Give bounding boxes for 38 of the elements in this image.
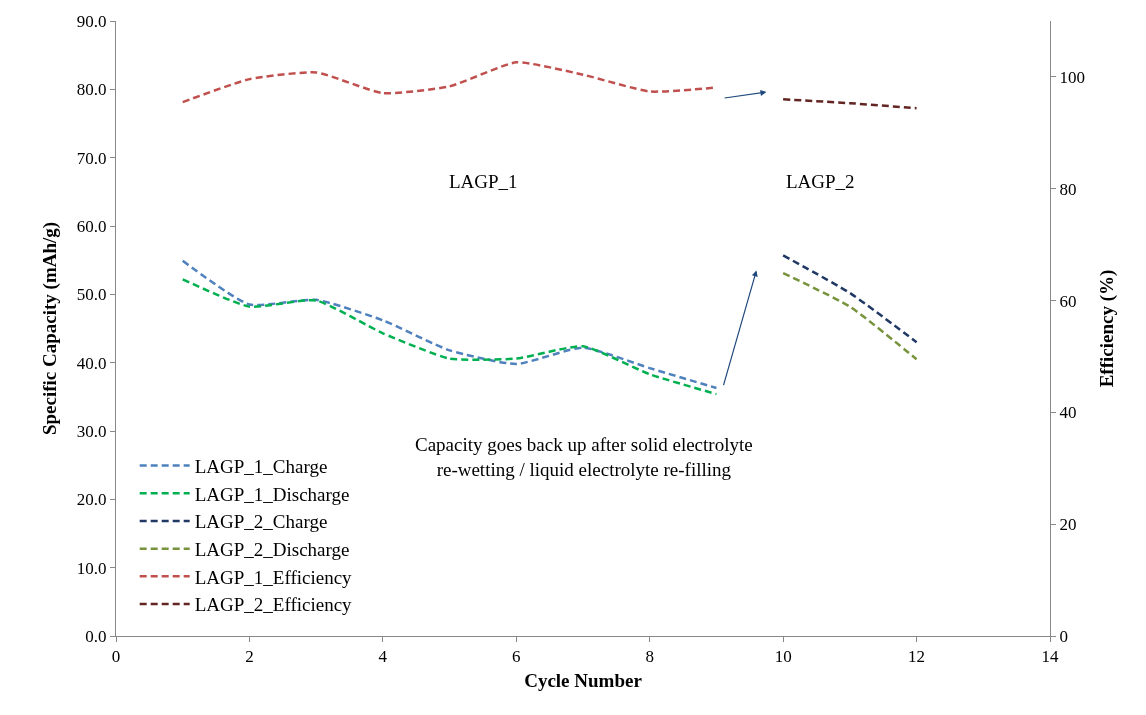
y2-tick-label: 100 — [1059, 67, 1085, 87]
x-tick-label: 12 — [908, 647, 926, 667]
y-axis-title: Specific Capacity (mAh/g) — [38, 221, 61, 436]
y-tick-label: 40.0 — [76, 353, 107, 373]
y2-tick-label: 0 — [1059, 626, 1068, 646]
x-tick-label: 10 — [774, 647, 792, 667]
y-tick-label: 80.0 — [76, 80, 107, 100]
annotation: LAGP_2 — [786, 171, 855, 192]
x-tick-label: 2 — [245, 647, 254, 667]
x-tick-label: 0 — [111, 647, 121, 667]
legend-label: LAGP_2_Efficiency — [194, 594, 353, 616]
y2-tick-label: 20 — [1059, 515, 1077, 535]
y-tick-label: 50.0 — [76, 285, 107, 305]
legend-label: LAGP_2_Discharge — [194, 539, 350, 561]
x-tick-label: 14 — [1041, 647, 1059, 667]
annotation: LAGP_1 — [449, 171, 518, 192]
legend-label: LAGP_2_Charge — [194, 511, 328, 533]
annotation: Capacity goes back up after solid electrolyte re-wetting / liquid electrolyte re-filling — [415, 434, 753, 480]
x-tick-label: 4 — [378, 647, 388, 667]
y2-axis-title: Efficiency (%) — [1095, 269, 1118, 388]
line-series — [181, 259, 718, 390]
x-tick-label: 8 — [645, 647, 654, 667]
y-tick-label: 90.0 — [76, 11, 107, 31]
y2-tick-label: 80 — [1059, 179, 1077, 199]
y2-tick-label: 60 — [1059, 291, 1077, 311]
y-tick-label: 0.0 — [85, 626, 107, 646]
y-tick-label: 20.0 — [76, 490, 107, 510]
legend-label: LAGP_1_Charge — [194, 455, 328, 477]
y-tick-label: 30.0 — [76, 421, 107, 441]
x-axis-title: Cycle Number — [524, 670, 643, 692]
y-tick-label: 70.0 — [76, 148, 107, 168]
y2-tick-label: 40 — [1059, 403, 1077, 423]
y-tick-label: 10.0 — [76, 558, 107, 578]
legend-label: LAGP_1_Discharge — [194, 483, 350, 505]
legend-label: LAGP_1_Efficiency — [194, 566, 353, 588]
x-tick-label: 6 — [512, 647, 521, 667]
y-tick-label: 60.0 — [76, 216, 107, 236]
line-series — [181, 278, 718, 396]
